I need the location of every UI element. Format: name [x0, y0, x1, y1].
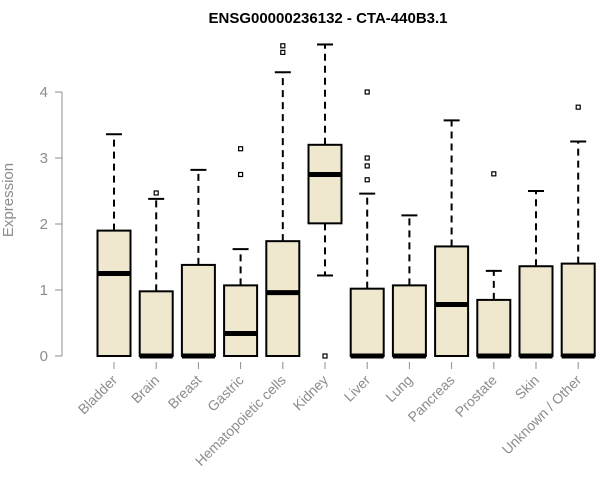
box-body-5 — [307, 143, 343, 225]
box-11 — [560, 104, 596, 359]
outlier-6-3 — [364, 89, 370, 95]
box-body-6 — [349, 287, 385, 357]
x-tick-label-9: Prostate — [452, 372, 500, 420]
x-tick-label-2: Breast — [165, 372, 205, 412]
y-tick-label-4: 4 — [40, 84, 48, 101]
outlier-3-0 — [238, 171, 244, 178]
x-tick-label-1: Brain — [128, 372, 162, 406]
outlier-6-2 — [364, 155, 370, 161]
chart-title: ENSG00000236132 - CTA-440B3.1 — [208, 10, 447, 27]
outlier-4-1 — [280, 43, 286, 49]
box-body-0 — [96, 229, 132, 358]
box-8 — [434, 119, 470, 357]
outlier-1-0 — [153, 190, 159, 196]
x-tick-label-5: Kidney — [290, 372, 332, 414]
x-tick-label-8: Pancreas — [405, 372, 458, 425]
outlier-9-0 — [491, 171, 497, 177]
box-2 — [180, 168, 216, 359]
box-0 — [96, 133, 132, 358]
box-body-9 — [476, 298, 512, 357]
x-tick-label-6: Liver — [341, 372, 374, 405]
box-body-4 — [265, 240, 301, 357]
box-body-2 — [180, 263, 216, 358]
y-axis: 0 1 2 3 4 — [40, 84, 63, 365]
box-10 — [518, 190, 554, 359]
y-tick-label-2: 2 — [40, 216, 48, 233]
box-body-8 — [434, 245, 470, 357]
x-tick-label-7: Lung — [382, 372, 415, 405]
y-tick-label-3: 3 — [40, 150, 48, 167]
outlier-3-1 — [238, 146, 244, 152]
box-body-10 — [518, 265, 554, 357]
box-body-11 — [560, 262, 596, 358]
outlier-6-0 — [364, 177, 370, 183]
box-7 — [391, 214, 427, 359]
y-tick-label-1: 1 — [40, 282, 48, 299]
box-3 — [223, 146, 259, 358]
x-tick-label-11: Unknown / Other — [499, 372, 585, 458]
outlier-5-0 — [322, 353, 328, 359]
x-tick-label-0: Bladder — [75, 372, 121, 418]
box-1 — [138, 190, 174, 359]
y-axis-label: Expression — [0, 163, 17, 237]
box-5 — [307, 43, 343, 359]
box-6 — [349, 89, 385, 359]
outlier-6-1 — [364, 163, 370, 169]
outlier-4-0 — [280, 49, 286, 56]
box-9 — [476, 171, 512, 359]
outlier-11-0 — [575, 104, 581, 110]
box-body-7 — [391, 284, 427, 358]
x-tick-label-10: Skin — [512, 372, 543, 403]
box-4 — [265, 43, 301, 357]
boxes-group — [96, 43, 596, 359]
box-body-1 — [138, 290, 174, 358]
y-tick-label-0: 0 — [40, 348, 48, 365]
box-body-3 — [223, 284, 259, 358]
